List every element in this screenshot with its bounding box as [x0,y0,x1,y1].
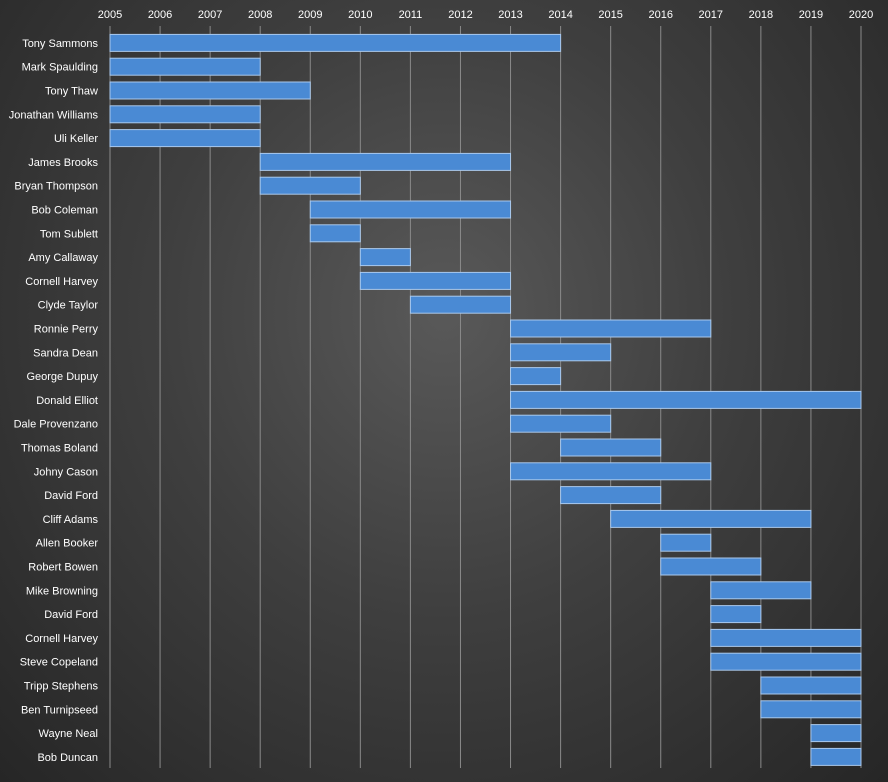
row-label: Jonathan Williams [9,109,99,121]
bar [309,224,361,243]
x-tick-label: 2013 [498,9,522,21]
row-label: David Ford [44,609,98,621]
row-label: Mike Browning [26,585,98,597]
row-label: Clyde Taylor [38,300,99,312]
bar [109,129,261,148]
row-label: Mark Spaulding [22,62,98,74]
x-tick-label: 2012 [448,9,472,21]
row-label: Bob Duncan [37,752,98,764]
row-label: Dale Provenzano [14,419,98,431]
bar [660,533,712,552]
row-label: Amy Callaway [28,252,98,264]
row-label: Cliff Adams [43,514,99,526]
bar [560,438,662,457]
bar [510,414,612,433]
bar [810,747,862,766]
row-labels: Tony Sammons Mark Spaulding Tony Thaw Jonat… [9,38,99,764]
row-label: James Brooks [28,157,98,169]
row-label: Robert Bowen [28,562,98,574]
x-tick-label: 2014 [548,9,572,21]
x-tick-label: 2018 [749,9,773,21]
x-tick-label: 2017 [699,9,723,21]
row-label: Tom Sublett [40,228,98,240]
bar [810,724,862,743]
bar [710,652,862,671]
x-tick-label: 2020 [849,9,873,21]
x-tick-label: 2011 [399,9,423,21]
row-label: Tripp Stephens [24,681,99,693]
row-label: Donald Elliot [36,395,98,407]
row-label: Wayne Neal [38,728,98,740]
bar [710,628,862,647]
row-label: George Dupuy [26,371,98,383]
bar [760,700,862,719]
bar [510,343,612,362]
bar [109,81,311,100]
row-label: Bob Coleman [31,205,98,217]
x-tick-label: 2007 [198,9,222,21]
x-tick-label: 2005 [98,9,122,21]
bar [309,200,512,219]
bar [359,248,411,267]
bar [259,152,512,171]
bar [510,367,562,386]
row-label: Tony Thaw [45,86,98,98]
bars [109,33,862,766]
row-label: Steve Copeland [20,657,98,669]
row-label: Johny Cason [34,466,98,478]
x-tick-label: 2016 [648,9,672,21]
row-label: Cornell Harvey [25,276,98,288]
x-tick-label: 2015 [598,9,622,21]
row-label: Ben Turnipseed [21,704,98,716]
bar [760,676,862,695]
x-tick-label: 2008 [248,9,272,21]
bar [710,605,762,624]
bar [109,105,261,124]
bar [409,295,512,314]
bar [610,509,812,528]
bar [510,319,712,338]
x-axis-tick-labels: 2005 2006 2007 2008 2009 2010 2011 2012 2013 2014… [98,9,873,21]
row-label: Allen Booker [36,538,99,550]
bar [710,581,812,600]
bar [560,486,662,505]
row-label: Thomas Boland [21,443,98,455]
x-tick-label: 2019 [799,9,823,21]
x-tick-label: 2009 [298,9,322,21]
bar [510,390,862,409]
bar [259,176,361,195]
bar [109,33,562,52]
row-label: Ronnie Perry [34,324,99,336]
bar [359,271,512,290]
row-label: Tony Sammons [22,38,98,50]
row-label: Uli Keller [54,133,98,145]
bar [510,462,712,481]
row-label: Sandra Dean [33,347,98,359]
row-label: Cornell Harvey [25,633,98,645]
row-label: Bryan Thompson [14,181,98,193]
x-tick-label: 2010 [348,9,372,21]
x-tick-label: 2006 [148,9,172,21]
bar [109,57,261,76]
bar [660,557,762,576]
row-label: David Ford [44,490,98,502]
